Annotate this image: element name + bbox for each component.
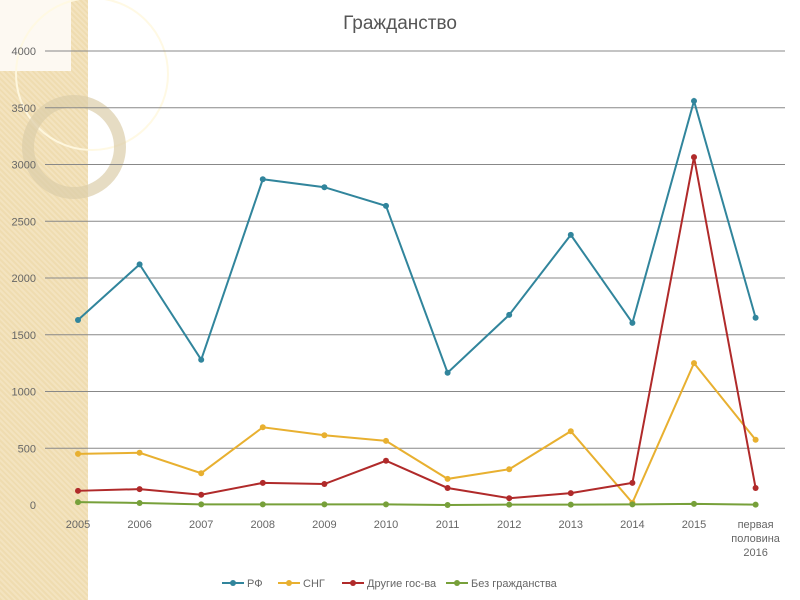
- data-point: [691, 360, 697, 367]
- data-point: [259, 479, 266, 486]
- data-point: [198, 491, 205, 498]
- data-point: [567, 501, 574, 508]
- series-line-0: [77, 97, 757, 375]
- data-point: [383, 457, 389, 464]
- data-point: [691, 97, 697, 104]
- series-line-1: [77, 361, 757, 505]
- data-point: [629, 501, 636, 508]
- data-point: [567, 231, 574, 238]
- data-point: [136, 486, 143, 493]
- data-point: [629, 479, 636, 486]
- data-point: [383, 501, 389, 508]
- x-tick-label: 2007: [189, 519, 213, 531]
- data-point: [506, 501, 513, 508]
- data-point: [567, 490, 574, 497]
- x-tick-label: первая половина 2016: [731, 519, 781, 559]
- data-point: [444, 502, 451, 508]
- y-tick-label: 2000: [12, 273, 36, 285]
- x-tick-label: 2013: [559, 519, 583, 531]
- data-point: [752, 501, 759, 508]
- data-point: [259, 501, 266, 508]
- data-point: [198, 501, 205, 508]
- y-tick-label: 500: [18, 443, 36, 455]
- legend-marker: [454, 580, 460, 586]
- data-point: [259, 424, 266, 431]
- y-tick-label: 1000: [12, 387, 36, 399]
- legend-label: Другие гос-ва: [367, 578, 437, 590]
- data-point: [752, 484, 759, 491]
- x-tick-label: 2011: [436, 519, 460, 531]
- y-tick-label: 2500: [12, 216, 36, 228]
- chart-title: Гражданство: [343, 13, 457, 34]
- data-point: [198, 356, 205, 363]
- data-point: [75, 316, 81, 323]
- x-tick-label: 2008: [251, 519, 275, 531]
- data-point: [444, 484, 451, 491]
- y-tick-label: 3500: [12, 103, 36, 115]
- data-point: [75, 450, 81, 457]
- y-tick-label: 4000: [12, 46, 36, 58]
- data-point: [752, 314, 759, 321]
- data-point: [444, 369, 451, 376]
- data-point: [691, 154, 697, 161]
- x-tick-label: 2010: [374, 519, 398, 531]
- series-line-2: [77, 156, 757, 500]
- x-tick-label: 2005: [66, 519, 90, 531]
- legend-marker: [230, 580, 236, 586]
- x-tick-label: 2015: [682, 519, 706, 531]
- data-point: [506, 466, 513, 473]
- x-tick-label: 2009: [312, 519, 336, 531]
- data-point: [691, 500, 697, 507]
- data-point: [75, 499, 81, 506]
- legend-label: СНГ: [303, 578, 325, 590]
- data-point: [198, 470, 205, 477]
- data-point: [444, 475, 451, 482]
- legend-marker: [286, 580, 292, 586]
- y-tick-label: 3000: [12, 160, 36, 172]
- data-point: [136, 261, 143, 268]
- data-point: [75, 487, 81, 494]
- legend-label: Без гражданства: [471, 578, 558, 590]
- data-point: [383, 437, 389, 444]
- data-point: [321, 432, 328, 439]
- data-point: [321, 184, 328, 191]
- data-point: [136, 449, 143, 456]
- legend-marker: [350, 580, 356, 586]
- data-point: [321, 501, 328, 508]
- data-point: [752, 436, 759, 443]
- x-tick-label: 2014: [620, 519, 644, 531]
- y-tick-label: 1500: [12, 330, 36, 342]
- x-tick-label: 2006: [127, 519, 151, 531]
- x-tick-label: 2012: [497, 519, 521, 531]
- y-tick-label: 0: [30, 500, 36, 512]
- data-point: [321, 481, 328, 488]
- data-point: [506, 495, 513, 502]
- series-line-3: [77, 501, 756, 507]
- data-point: [506, 311, 513, 318]
- data-point: [629, 319, 636, 326]
- data-point: [567, 428, 574, 435]
- legend-label: РФ: [247, 578, 263, 590]
- data-point: [383, 202, 389, 209]
- data-point: [259, 176, 266, 183]
- data-point: [136, 499, 143, 506]
